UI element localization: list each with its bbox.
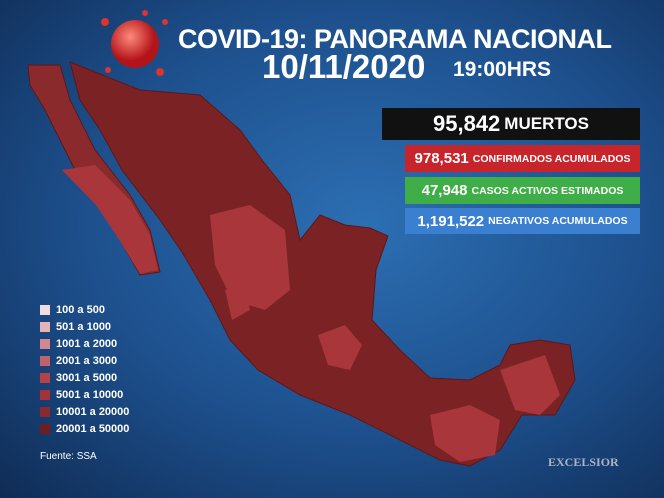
legend-swatch bbox=[40, 424, 50, 434]
legend-label: 10001 a 20000 bbox=[56, 406, 130, 418]
legend-swatch bbox=[40, 407, 50, 417]
legend-label: 501 a 1000 bbox=[56, 321, 112, 333]
stat-label: NEGATIVOS ACUMULADOS bbox=[488, 215, 628, 227]
source: Fuente: SSA bbox=[40, 451, 97, 462]
legend-label: 100 a 500 bbox=[56, 304, 105, 316]
stat-box: 47,948 CASOS ACTIVOS ESTIMADOS bbox=[405, 177, 640, 204]
stat-number: 978,531 bbox=[414, 150, 469, 167]
mainland bbox=[69, 61, 576, 467]
stat-label: CASOS ACTIVOS ESTIMADOS bbox=[471, 184, 624, 197]
legend-label: 20001 a 50000 bbox=[56, 423, 130, 435]
legend-item: 100 a 500 bbox=[40, 304, 105, 316]
globe-icon bbox=[111, 20, 159, 68]
title: COVID-19: PANORAMA NACIONAL bbox=[178, 24, 612, 54]
legend-label: 5001 a 10000 bbox=[56, 389, 124, 401]
stat-number: 47,948 bbox=[421, 182, 468, 199]
legend-item: 10001 a 20000 bbox=[40, 406, 129, 418]
legend-item: 20001 a 50000 bbox=[40, 423, 129, 435]
legend-swatch bbox=[40, 373, 50, 383]
legend-label: 1001 a 2000 bbox=[56, 338, 118, 350]
legend-item: 501 a 1000 bbox=[40, 321, 111, 333]
stat-label: MUERTOS bbox=[504, 114, 589, 133]
stat-number: 95,842 bbox=[433, 111, 501, 136]
stat-box: 95,842 MUERTOS bbox=[382, 108, 640, 140]
legend-label: 2001 a 3000 bbox=[56, 355, 118, 367]
stat-box: 1,191,522 NEGATIVOS ACUMULADOS bbox=[405, 208, 640, 234]
date: 10/11/2020 bbox=[262, 48, 426, 85]
legend-swatch bbox=[40, 339, 50, 349]
stat-box: 978,531 CONFIRMADOS ACUMULADOS bbox=[405, 145, 640, 172]
legend-swatch bbox=[40, 390, 50, 400]
stat-number: 1,191,522 bbox=[417, 212, 485, 230]
legend-item: 3001 a 5000 bbox=[40, 372, 117, 384]
legend-swatch bbox=[40, 356, 50, 366]
legend-label: 3001 a 5000 bbox=[56, 372, 118, 384]
legend-item: 2001 a 3000 bbox=[40, 355, 117, 367]
logo: EXCELSIOR bbox=[548, 455, 619, 469]
legend-item: 1001 a 2000 bbox=[40, 338, 117, 350]
legend-swatch bbox=[40, 322, 50, 332]
time: 19:00HRS bbox=[453, 58, 552, 81]
stat-label: CONFIRMADOS ACUMULADOS bbox=[472, 152, 631, 165]
legend-swatch bbox=[40, 305, 50, 315]
legend-item: 5001 a 10000 bbox=[40, 389, 123, 401]
